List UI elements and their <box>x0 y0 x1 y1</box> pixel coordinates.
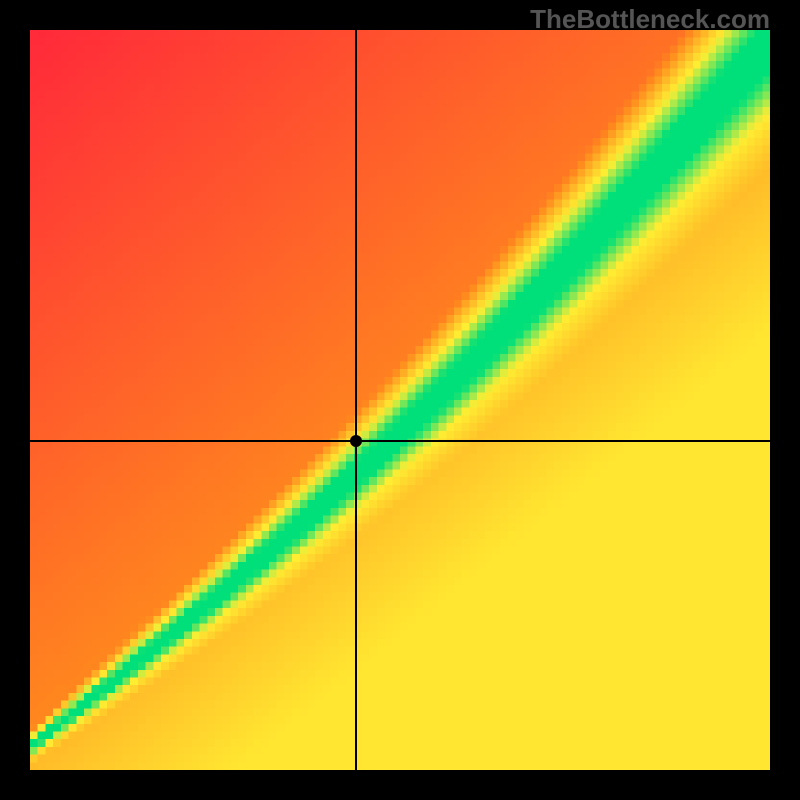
watermark-label: TheBottleneck.com <box>530 4 770 35</box>
crosshair-vertical <box>355 30 357 770</box>
heatmap-canvas <box>30 30 770 770</box>
crosshair-dot <box>350 435 362 447</box>
crosshair-horizontal <box>30 440 770 442</box>
bottleneck-heatmap-chart: TheBottleneck.com <box>0 0 800 800</box>
